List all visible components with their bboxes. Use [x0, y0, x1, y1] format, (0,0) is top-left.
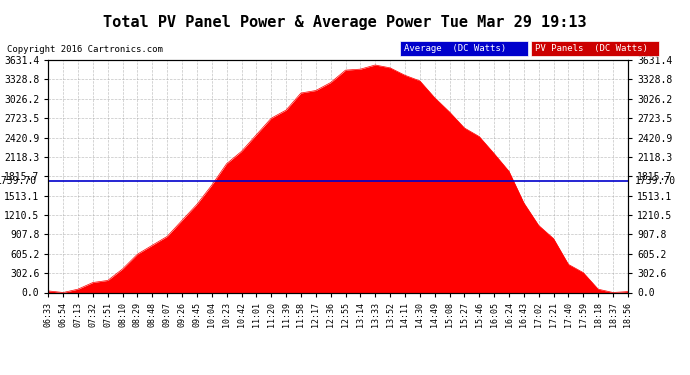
Text: 1739.70: 1739.70: [0, 176, 37, 186]
Text: Total PV Panel Power & Average Power Tue Mar 29 19:13: Total PV Panel Power & Average Power Tue…: [104, 15, 586, 30]
Text: Copyright 2016 Cartronics.com: Copyright 2016 Cartronics.com: [7, 45, 163, 54]
Text: 1739.70: 1739.70: [635, 176, 676, 186]
Text: Average  (DC Watts): Average (DC Watts): [404, 44, 506, 53]
Text: PV Panels  (DC Watts): PV Panels (DC Watts): [535, 44, 648, 53]
